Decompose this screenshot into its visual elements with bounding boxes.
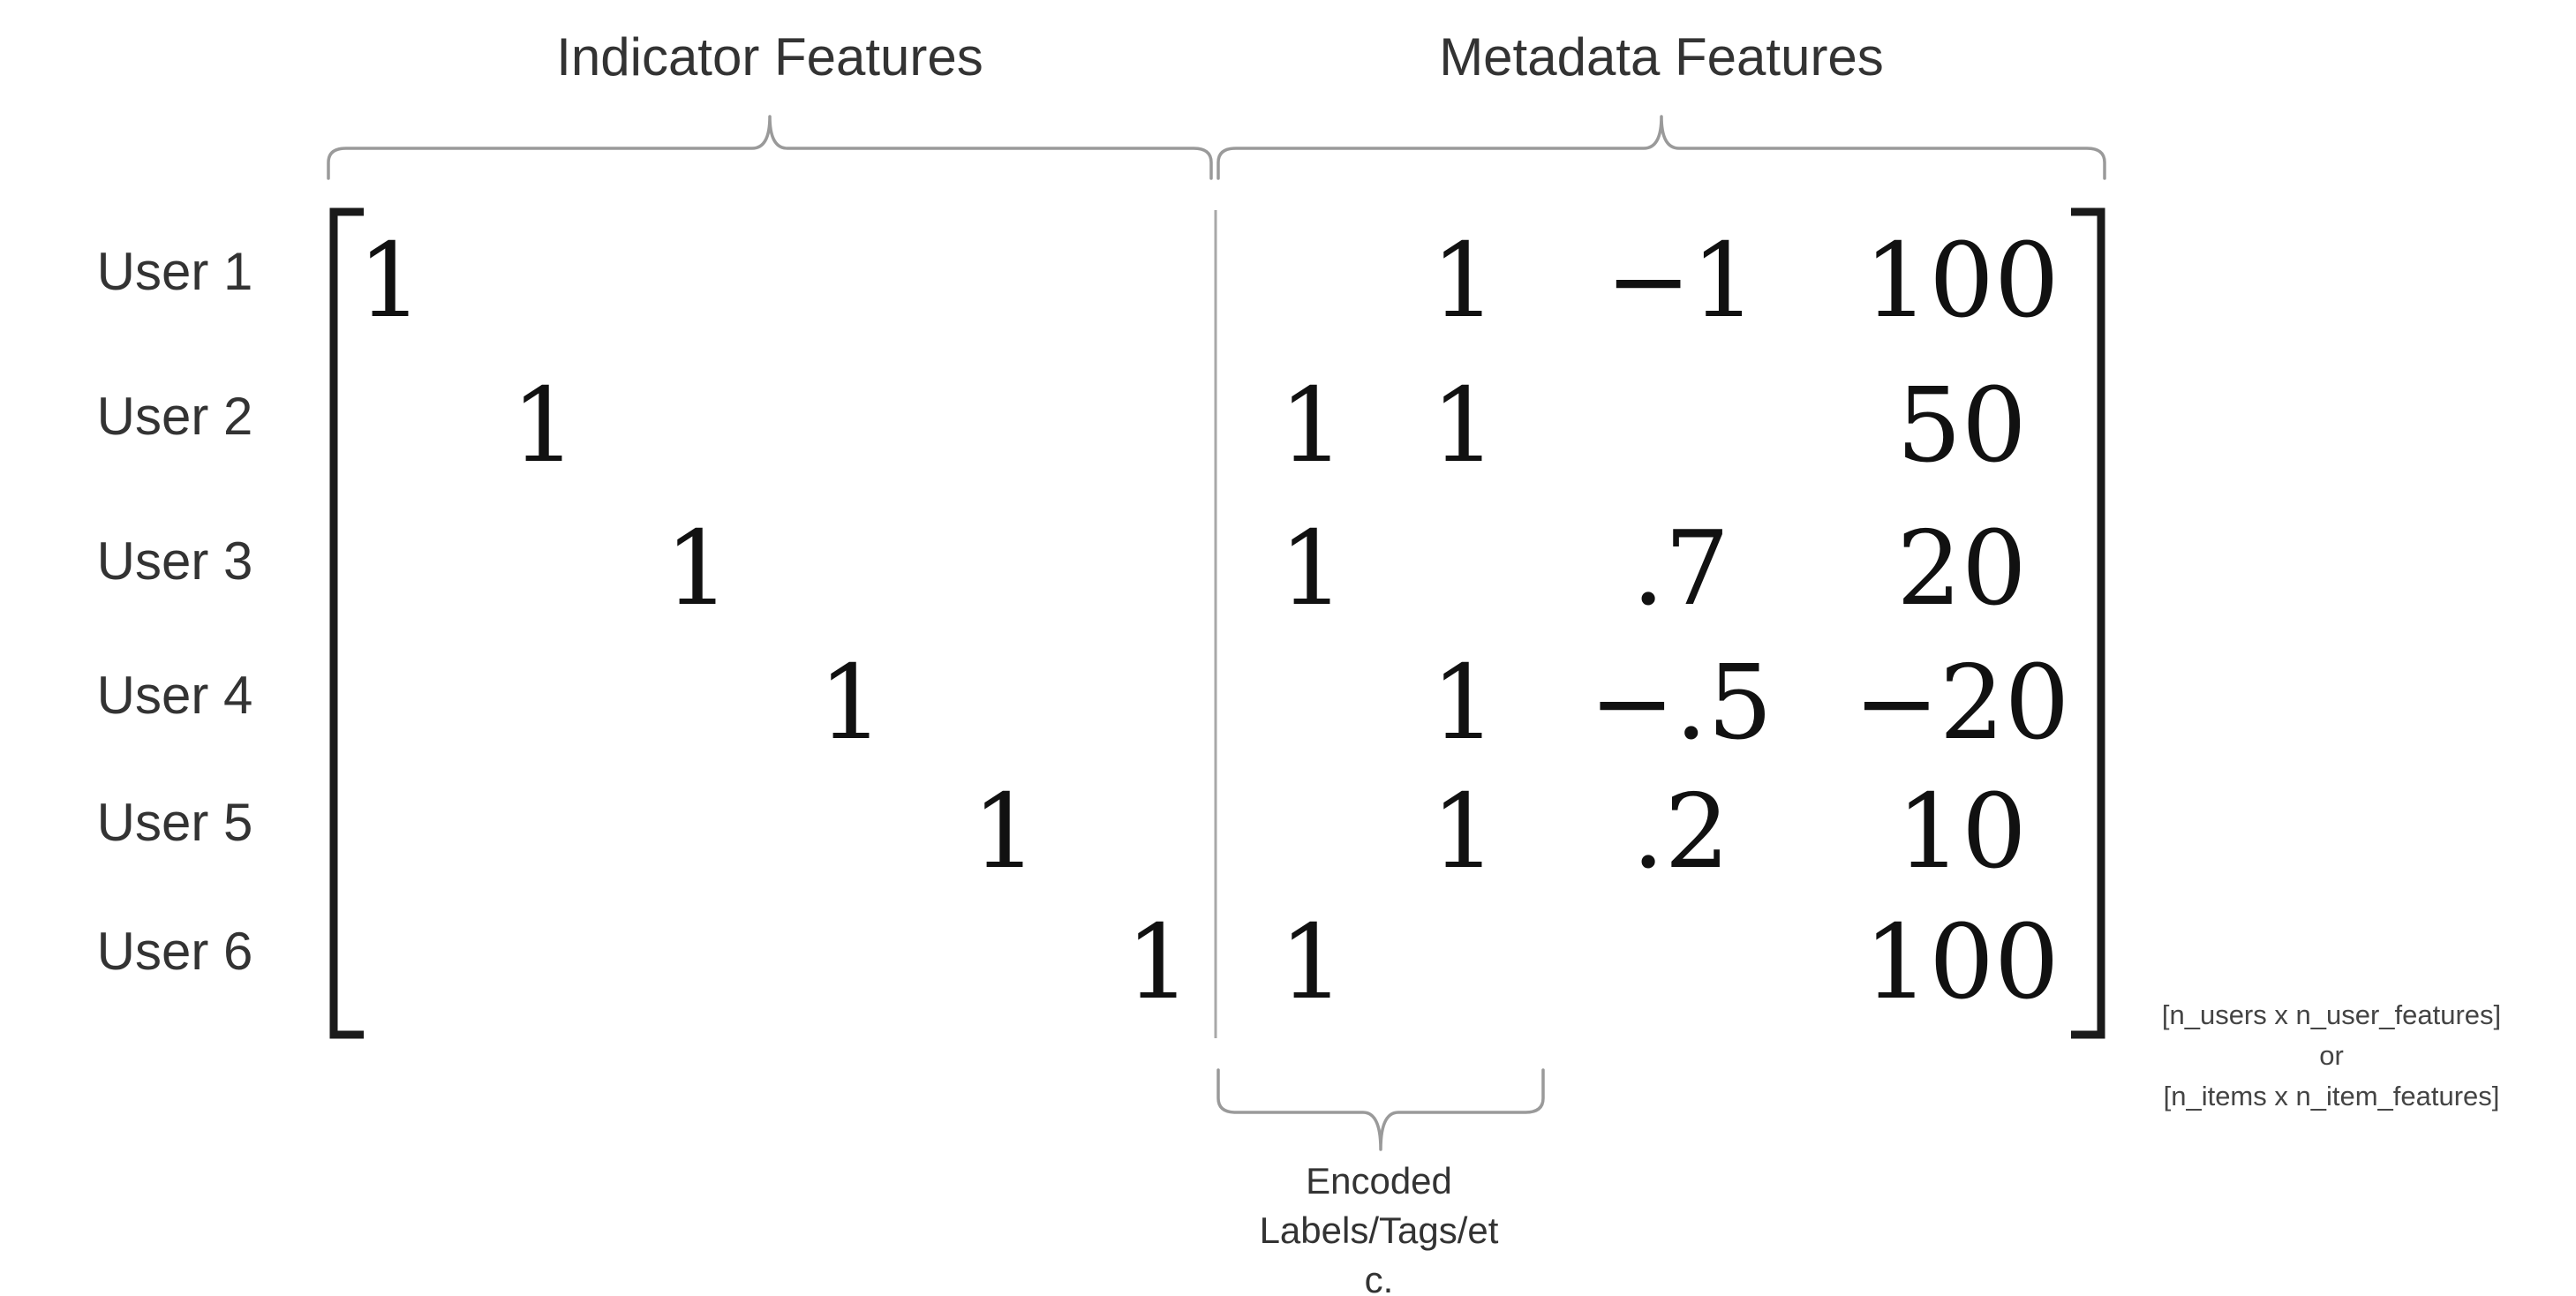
metadata-cell-r6-c4: 100 bbox=[1864, 903, 2059, 1022]
matrix-left-bracket bbox=[329, 207, 364, 1039]
dimension-note-or: or bbox=[2319, 1040, 2344, 1071]
indicator-features-brace bbox=[327, 115, 1213, 180]
encoded-caption-line-1: Encoded bbox=[1306, 1160, 1452, 1202]
metadata-cell-r5-c2: 1 bbox=[1431, 772, 1496, 892]
metadata-cell-r4-c2: 1 bbox=[1431, 644, 1496, 763]
encoded-caption-line-3: c. bbox=[1365, 1259, 1394, 1296]
metadata-features-brace bbox=[1216, 115, 2106, 180]
metadata-cell-r4-c3: −.5 bbox=[1589, 644, 1773, 763]
metadata-cell-r1-c2: 1 bbox=[1431, 222, 1496, 341]
metadata-cell-r3-c1: 1 bbox=[1279, 509, 1344, 629]
metadata-cell-r3-c3: .7 bbox=[1632, 509, 1730, 629]
indicator-cell-r5-c5: 1 bbox=[972, 772, 1037, 892]
metadata-cell-r5-c4: 10 bbox=[1896, 772, 2027, 892]
metadata-cell-r2-c2: 1 bbox=[1431, 366, 1496, 486]
row-label-user-1: User 1 bbox=[97, 242, 253, 301]
indicator-cell-r3-c3: 1 bbox=[665, 509, 730, 629]
indicator-cell-r2-c2: 1 bbox=[511, 366, 576, 486]
dimension-note-users: [n_users x n_user_features] bbox=[2162, 999, 2501, 1030]
indicator-cell-r4-c4: 1 bbox=[818, 644, 884, 763]
indicator-features-header: Indicator Features bbox=[556, 27, 983, 87]
metadata-cell-r5-c3: .2 bbox=[1632, 772, 1730, 892]
row-labels: User 1 User 2 User 3 User 4 User 5 User 6 bbox=[97, 242, 253, 981]
metadata-cell-r2-c4: 50 bbox=[1896, 366, 2027, 486]
row-label-user-5: User 5 bbox=[97, 793, 253, 852]
indicator-cell-r1-c1: 1 bbox=[358, 222, 423, 341]
metadata-features-header: Metadata Features bbox=[1439, 27, 1884, 87]
dimension-note-items: [n_items x n_item_features] bbox=[2164, 1081, 2500, 1111]
metadata-cell-r4-c4: −20 bbox=[1854, 644, 2070, 763]
row-label-user-3: User 3 bbox=[97, 531, 253, 591]
metadata-cell-r1-c4: 100 bbox=[1864, 222, 2059, 341]
metadata-cell-r1-c3: −1 bbox=[1606, 222, 1757, 341]
encoded-caption-line-2: Labels/Tags/et bbox=[1260, 1209, 1499, 1251]
encoded-labels-brace bbox=[1216, 1068, 1545, 1151]
indicator-cell-r6-c6: 1 bbox=[1126, 903, 1191, 1022]
metadata-cell-r3-c4: 20 bbox=[1896, 509, 2027, 629]
row-label-user-6: User 6 bbox=[97, 922, 253, 981]
row-label-user-4: User 4 bbox=[97, 666, 253, 725]
metadata-cell-r2-c1: 1 bbox=[1279, 366, 1344, 486]
row-label-user-2: User 2 bbox=[97, 387, 253, 446]
metadata-cell-r6-c1: 1 bbox=[1279, 903, 1344, 1022]
matrix-right-bracket bbox=[2071, 207, 2105, 1039]
